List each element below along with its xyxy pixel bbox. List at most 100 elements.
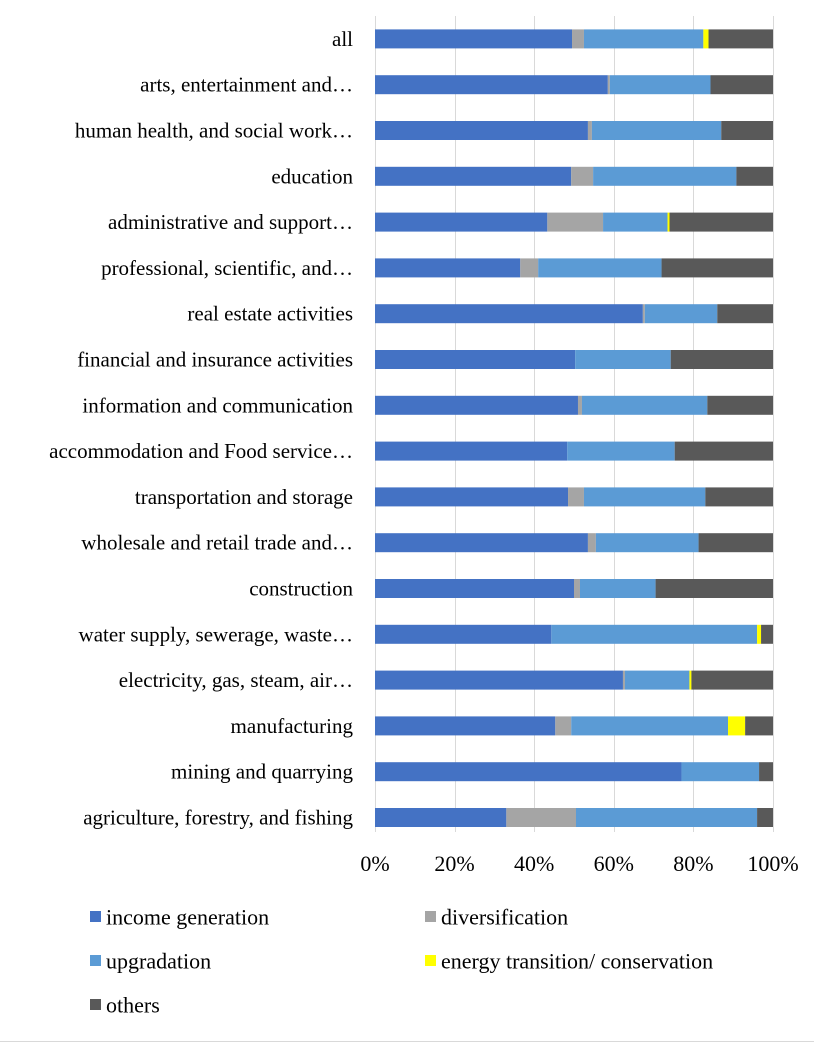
x-tick-label: 80% [673, 851, 713, 876]
bar-segment-income-generation-4 [375, 212, 548, 232]
grid-lines [375, 16, 774, 832]
category-label: financial and insurance activities [77, 348, 353, 372]
category-labels: all arts, entertainment and… human health,… [49, 27, 353, 830]
x-tick-label: 0% [360, 851, 389, 876]
legend-label: diversification [441, 905, 568, 930]
bar-segment-upgradation-3 [593, 166, 737, 186]
bar-segment-others-6 [717, 304, 773, 324]
bar-segment-others-13 [761, 624, 773, 644]
bar-segment-diversification-15 [555, 716, 572, 736]
bar-segment-upgradation-13 [551, 624, 758, 644]
bar-segment-diversification-2 [587, 121, 592, 140]
category-label: professional, scientific, and… [101, 256, 353, 280]
category-label: manufacturing [231, 714, 354, 738]
bar-segment-income-generation-2 [375, 121, 588, 140]
legend: income generation diversification upgradat… [90, 905, 713, 1018]
bar-segment-diversification-10 [568, 487, 584, 507]
bar-segment-income-generation-14 [375, 670, 623, 690]
bar-segment-income-generation-7 [375, 350, 576, 369]
bar-segment-income-generation-17 [375, 808, 507, 827]
bar-segment-upgradation-5 [538, 258, 662, 278]
category-label: administrative and support… [108, 210, 353, 234]
bar-segment-others-3 [736, 166, 773, 186]
category-label: all [332, 27, 353, 51]
x-tick-label: 60% [594, 851, 634, 876]
category-label: real estate activities [187, 302, 353, 326]
bar-segment-diversification-0 [572, 29, 584, 49]
category-label: arts, entertainment and… [140, 73, 353, 97]
category-label: information and communication [82, 393, 353, 417]
bar-segment-energy-transition-conservation-15 [728, 716, 746, 736]
category-label: construction [249, 577, 353, 601]
x-tick-label: 40% [514, 851, 554, 876]
bar-segment-upgradation-9 [567, 441, 675, 461]
bar-segment-others-1 [710, 75, 773, 95]
bar-segment-upgradation-16 [681, 762, 760, 782]
bar-segment-upgradation-10 [583, 487, 706, 507]
legend-swatch [90, 999, 101, 1010]
bar-segment-upgradation-1 [609, 75, 711, 95]
bar-segment-upgradation-4 [603, 212, 668, 232]
bar-segment-income-generation-13 [375, 624, 552, 644]
bar-segment-others-16 [759, 762, 773, 782]
bar-segment-diversification-17 [506, 808, 576, 827]
bar-segment-others-9 [674, 441, 773, 461]
bar-segment-upgradation-11 [595, 533, 699, 553]
bar-segment-income-generation-9 [375, 441, 568, 461]
bar-segment-diversification-11 [587, 533, 596, 553]
bar-segment-energy-transition-conservation-4 [667, 212, 670, 232]
bar-segment-upgradation-6 [644, 304, 718, 324]
legend-label: income generation [106, 905, 269, 930]
bar-segment-diversification-5 [520, 258, 539, 278]
bar-segment-others-5 [661, 258, 773, 278]
bar-segment-income-generation-11 [375, 533, 588, 553]
bar-segment-others-11 [698, 533, 773, 553]
bar-segment-income-generation-5 [375, 258, 521, 278]
bar-segment-upgradation-17 [575, 808, 758, 827]
bar-segment-others-0 [708, 29, 773, 49]
bar-segment-energy-transition-conservation-0 [703, 29, 709, 49]
category-label: water supply, sewerage, waste… [79, 622, 353, 646]
bar-segment-upgradation-2 [591, 121, 722, 140]
bar-segment-others-7 [670, 350, 773, 369]
category-label: mining and quarrying [171, 760, 353, 784]
x-tick-label: 100% [747, 851, 798, 876]
bar-segment-energy-transition-conservation-14 [689, 670, 692, 690]
category-label: accommodation and Food service… [49, 439, 353, 463]
bar-segment-upgradation-14 [624, 670, 690, 690]
bar-segment-income-generation-16 [375, 762, 682, 782]
bar-segment-diversification-12 [574, 579, 580, 598]
bar-segment-others-2 [721, 121, 773, 140]
bar-segment-others-15 [745, 716, 773, 736]
bar-segment-income-generation-12 [375, 579, 574, 598]
bar-segment-energy-transition-conservation-13 [757, 624, 762, 644]
bar-segment-income-generation-1 [375, 75, 608, 95]
bar-segment-income-generation-15 [375, 716, 556, 736]
bar-segment-others-14 [691, 670, 773, 690]
bar-segment-diversification-3 [571, 166, 594, 186]
category-label: wholesale and retail trade and… [81, 531, 353, 555]
legend-label: energy transition/ conservation [441, 949, 713, 974]
bar-segment-others-12 [655, 579, 773, 598]
legend-swatch [90, 955, 101, 966]
bar-segment-upgradation-8 [581, 395, 708, 415]
legend-label: upgradation [106, 949, 211, 974]
bar-segment-diversification-14 [622, 670, 625, 690]
bottom-divider [0, 1041, 814, 1042]
bars [375, 29, 773, 827]
bar-segment-income-generation-3 [375, 166, 572, 186]
bar-segment-upgradation-15 [571, 716, 729, 736]
bar-segment-others-8 [707, 395, 773, 415]
bar-segment-upgradation-0 [583, 29, 704, 49]
legend-label: others [106, 993, 160, 1018]
bar-segment-others-17 [757, 808, 773, 827]
x-tick-label: 20% [434, 851, 474, 876]
bar-segment-diversification-4 [547, 212, 604, 232]
bar-segment-income-generation-6 [375, 304, 643, 324]
x-axis-tick-labels: 0% 20% 40% 60% 80% 100% [360, 851, 798, 876]
bar-segment-upgradation-7 [575, 350, 671, 369]
bar-segment-diversification-8 [577, 395, 582, 415]
bar-segment-income-generation-8 [375, 395, 578, 415]
bar-segment-upgradation-12 [579, 579, 656, 598]
